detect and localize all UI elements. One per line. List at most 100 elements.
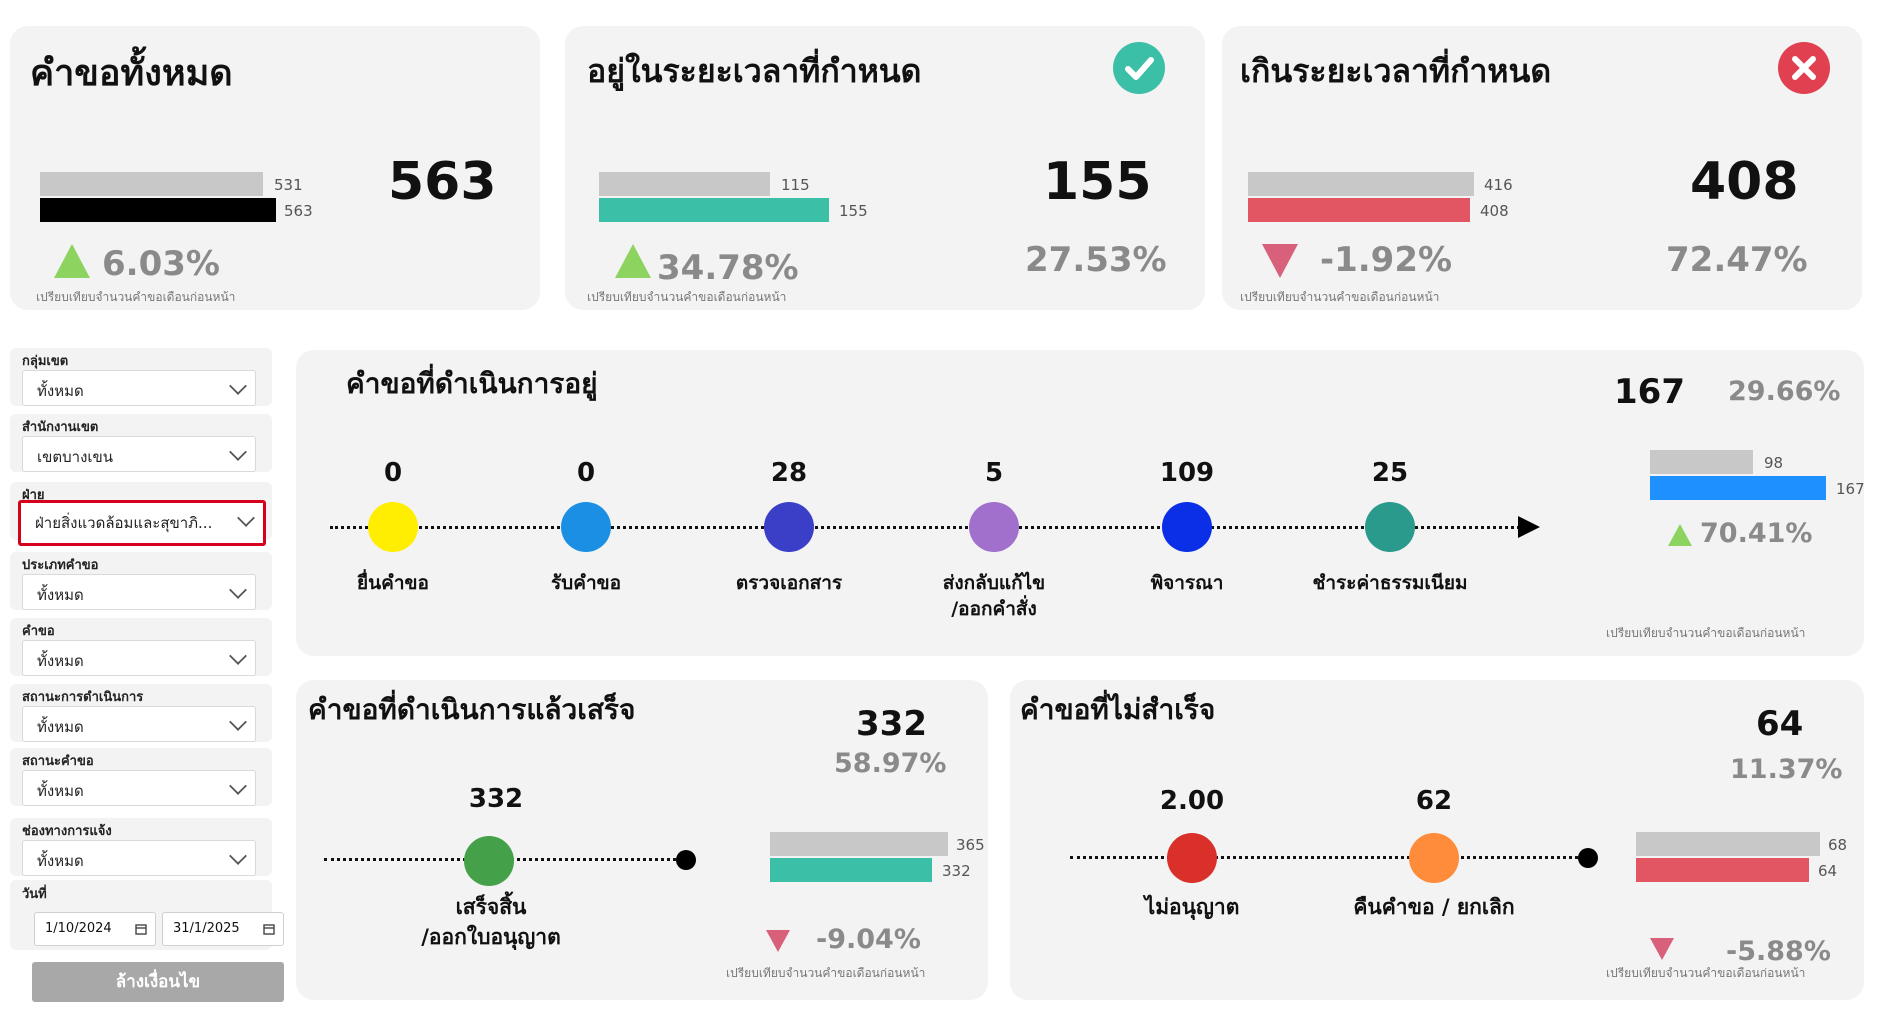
- stage-label: ส่งกลับแก้ไข /ออกคำสั่ง: [942, 572, 1046, 620]
- clear-filters-label: ล้างเงื่อนไข: [115, 972, 201, 992]
- filter-label: สถานะคำขอ: [22, 754, 94, 769]
- stage-dot: [1365, 502, 1415, 552]
- stage-dot: [764, 502, 814, 552]
- kpi-ontime-change: 34.78%: [657, 248, 799, 288]
- stage-value: 0: [383, 458, 403, 488]
- failed-change: -5.88%: [1726, 936, 1831, 967]
- stage-dot: [561, 502, 611, 552]
- stage-label: ตรวจเอกสาร: [735, 572, 843, 594]
- in-progress-curr-label: 167: [1836, 480, 1865, 498]
- filter-value: ฝ่ายสิ่งแวดล้อมและสุขาภิ...: [35, 514, 213, 532]
- kpi-overdue-prev-bar: [1248, 172, 1474, 196]
- completed-prev-label: 365: [956, 836, 985, 854]
- chevron-down-icon: [229, 647, 247, 665]
- date-start-value: 1/10/2024: [45, 921, 112, 936]
- chevron-down-icon: [229, 581, 247, 599]
- kpi-overdue-note: เปรียบเทียบจำนวนคำขอเดือนก่อนหน้า: [1240, 290, 1440, 304]
- failed-prev-bar: [1636, 832, 1820, 856]
- filter-label: ประเภทคำขอ: [22, 558, 99, 573]
- filter-label: ฝ่าย: [22, 488, 45, 503]
- trend-down-icon: [1262, 244, 1298, 278]
- failed-curr-bar: [1636, 858, 1809, 882]
- trend-down-icon: [766, 930, 790, 952]
- kpi-total-prev-bar: [40, 172, 263, 196]
- filter-box: คำขอ ทั้งหมด: [10, 618, 272, 676]
- stage-label: ชำระค่าธรรมเนียม: [1312, 572, 1468, 594]
- kpi-ontime-curr-label: 155: [839, 202, 868, 220]
- stage-label: ยื่นคำขอ: [357, 572, 429, 594]
- stage-value: 25: [1371, 458, 1409, 488]
- x-circle-icon: [1778, 42, 1830, 94]
- kpi-total-curr-label: 563: [284, 202, 313, 220]
- filter-box: ช่องทางการแจ้ง ทั้งหมด: [10, 818, 272, 876]
- filter-label: สำนักงานเขต: [22, 420, 99, 435]
- failed-curr-label: 64: [1818, 862, 1838, 880]
- filter-dropdown[interactable]: ฝ่ายสิ่งแวดล้อมและสุขาภิ...: [18, 500, 266, 546]
- kpi-overdue-title: เกินระยะเวลาที่กำหนด: [1240, 52, 1552, 90]
- completed-stage-value: 332: [468, 784, 524, 814]
- chevron-down-icon: [229, 377, 247, 395]
- chevron-down-icon: [229, 713, 247, 731]
- chevron-down-icon: [229, 443, 247, 461]
- stage-value: 62: [1415, 786, 1453, 816]
- trend-up-icon: [615, 244, 651, 278]
- filter-dropdown[interactable]: ทั้งหมด: [22, 640, 256, 676]
- in-progress-value: 167: [1614, 372, 1685, 412]
- filter-box: ฝ่ายฝ่ายสิ่งแวดล้อมและสุขาภิ...: [10, 482, 272, 546]
- kpi-ontime-prev-label: 115: [781, 176, 810, 194]
- stage-label: คืนคำขอ / ยกเลิก: [1353, 895, 1515, 919]
- completed-change: -9.04%: [816, 924, 921, 955]
- failed-value: 64: [1756, 704, 1804, 744]
- check-circle-icon: [1113, 42, 1165, 94]
- calendar-icon[interactable]: [263, 923, 275, 935]
- completed-prev-bar: [770, 832, 948, 856]
- kpi-overdue-percent: 72.47%: [1666, 240, 1808, 280]
- failed-end-dot: [1578, 848, 1598, 868]
- filter-dropdown[interactable]: ทั้งหมด: [22, 370, 256, 406]
- stage-dot: [1409, 833, 1459, 883]
- date-start-input[interactable]: 1/10/2024: [34, 912, 156, 946]
- date-end-input[interactable]: 31/1/2025: [162, 912, 284, 946]
- failed-prev-label: 68: [1828, 836, 1848, 854]
- completed-curr-bar: [770, 858, 932, 882]
- clear-filters-button[interactable]: ล้างเงื่อนไข: [32, 962, 284, 1002]
- kpi-overdue-curr-bar: [1248, 198, 1470, 222]
- stage-label: ไม่อนุญาต: [1144, 895, 1240, 919]
- arrow-right-icon: [1518, 516, 1540, 538]
- filter-label: ช่องทางการแจ้ง: [22, 824, 112, 839]
- kpi-total-prev-label: 531: [274, 176, 303, 194]
- in-progress-prev-label: 98: [1764, 454, 1784, 472]
- in-progress-card: คำขอที่ดำเนินการอยู่ 167 29.66% 98 167 7…: [296, 350, 1865, 656]
- stage-dot: [368, 502, 418, 552]
- kpi-overdue-value: 408: [1690, 152, 1799, 212]
- date-end-value: 31/1/2025: [173, 921, 240, 936]
- kpi-total-value: 563: [388, 152, 497, 212]
- trend-down-icon: [1650, 938, 1674, 960]
- kpi-ontime-percent: 27.53%: [1025, 240, 1167, 280]
- kpi-total-curr-bar: [40, 198, 276, 222]
- stage-value: 109: [1159, 458, 1215, 488]
- filter-value: ทั้งหมด: [37, 718, 84, 736]
- chevron-down-icon: [237, 509, 255, 527]
- kpi-total-change: 6.03%: [102, 244, 220, 284]
- kpi-overdue-change: -1.92%: [1320, 240, 1453, 280]
- stage-label: รับคำขอ: [550, 572, 622, 594]
- filter-dropdown[interactable]: ทั้งหมด: [22, 574, 256, 610]
- stage-value: 28: [770, 458, 808, 488]
- pipeline-line: [330, 526, 1520, 529]
- filter-dropdown[interactable]: ทั้งหมด: [22, 706, 256, 742]
- stage-label: พิจารณา: [1150, 572, 1224, 594]
- filter-dropdown[interactable]: ทั้งหมด: [22, 770, 256, 806]
- in-progress-title: คำขอที่ดำเนินการอยู่: [346, 367, 598, 400]
- filter-dropdown[interactable]: เขตบางเขน: [22, 436, 256, 472]
- filter-value: ทั้งหมด: [37, 382, 84, 400]
- calendar-icon[interactable]: [135, 923, 147, 935]
- failed-note: เปรียบเทียบจำนวนคำขอเดือนก่อนหน้า: [1606, 966, 1806, 980]
- completed-note: เปรียบเทียบจำนวนคำขอเดือนก่อนหน้า: [726, 966, 926, 980]
- filter-dropdown[interactable]: ทั้งหมด: [22, 840, 256, 876]
- chevron-down-icon: [229, 847, 247, 865]
- stage-dot: [1162, 502, 1212, 552]
- stage-dot: [1167, 833, 1217, 883]
- stage-value: 0: [576, 458, 596, 488]
- completed-stage-dot: [464, 836, 514, 886]
